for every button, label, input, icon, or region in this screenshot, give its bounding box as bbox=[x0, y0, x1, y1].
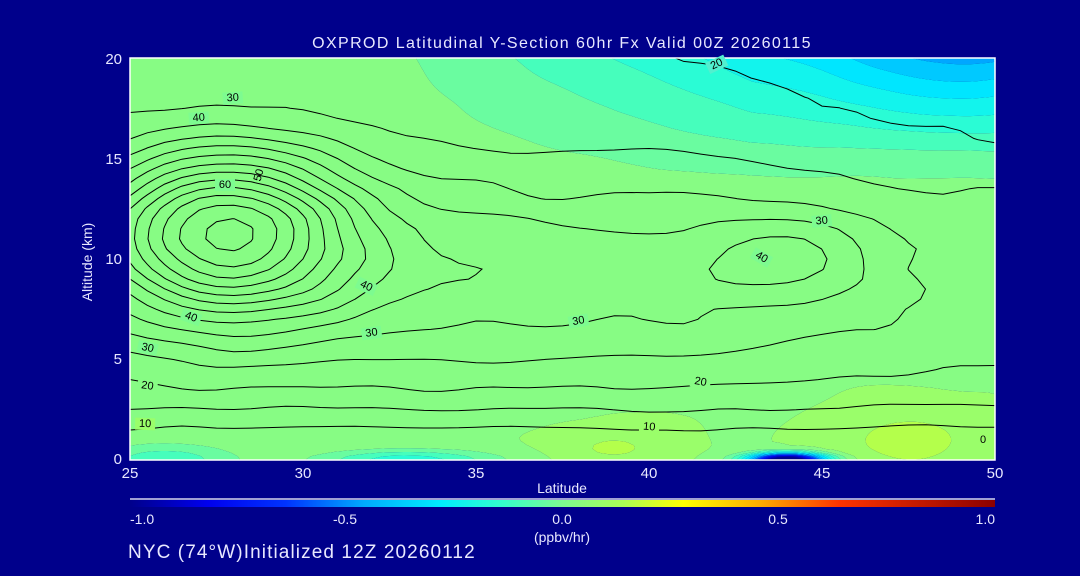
svg-text:20: 20 bbox=[693, 375, 707, 389]
svg-text:40: 40 bbox=[641, 465, 658, 482]
svg-text:Altitude (km): Altitude (km) bbox=[79, 223, 95, 302]
svg-text:30: 30 bbox=[226, 92, 239, 105]
svg-text:10: 10 bbox=[105, 251, 122, 268]
svg-text:(ppbv/hr): (ppbv/hr) bbox=[534, 529, 590, 545]
svg-text:25: 25 bbox=[122, 465, 139, 482]
svg-text:30: 30 bbox=[571, 314, 585, 328]
svg-text:40: 40 bbox=[192, 112, 205, 125]
svg-text:30: 30 bbox=[815, 215, 828, 228]
svg-text:0.5: 0.5 bbox=[768, 511, 788, 527]
svg-text:15: 15 bbox=[105, 151, 122, 168]
svg-text:-1.0: -1.0 bbox=[130, 511, 154, 527]
svg-text:1.0: 1.0 bbox=[976, 511, 996, 527]
svg-text:30: 30 bbox=[295, 465, 312, 482]
svg-text:0.0: 0.0 bbox=[552, 511, 572, 527]
svg-text:0: 0 bbox=[980, 434, 986, 446]
svg-text:20: 20 bbox=[105, 51, 122, 68]
svg-text:10: 10 bbox=[139, 418, 152, 430]
svg-text:45: 45 bbox=[814, 465, 831, 482]
svg-text:-0.5: -0.5 bbox=[333, 511, 357, 527]
svg-text:60: 60 bbox=[219, 179, 231, 191]
svg-text:10: 10 bbox=[643, 421, 656, 434]
svg-text:30: 30 bbox=[365, 326, 379, 340]
svg-text:35: 35 bbox=[468, 465, 485, 482]
svg-text:50: 50 bbox=[987, 465, 1004, 482]
svg-text:30: 30 bbox=[140, 341, 154, 355]
svg-text:5: 5 bbox=[114, 351, 122, 368]
svg-text:Latitude: Latitude bbox=[537, 480, 587, 496]
svg-text:20: 20 bbox=[141, 379, 155, 393]
svg-text:OXPROD Latitudinal Y-Section 6: OXPROD Latitudinal Y-Section 60hr Fx Val… bbox=[312, 35, 812, 52]
svg-text:NYC (74°W)Initialized 12Z 2026: NYC (74°W)Initialized 12Z 20260112 bbox=[128, 542, 476, 563]
